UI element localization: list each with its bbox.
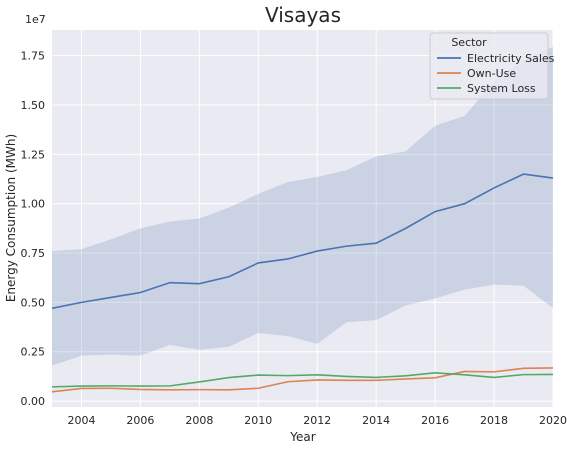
- y-tick-label: 0.00: [21, 395, 46, 408]
- y-axis-label: Energy Consumption (MWh): [4, 134, 18, 302]
- series-line: [51, 367, 554, 393]
- y-tick-label: 1.75: [21, 50, 46, 63]
- series-line: [51, 173, 554, 310]
- x-tick-label: 2020: [539, 414, 567, 427]
- series-lines: [51, 173, 554, 393]
- y-tick-label: 0.25: [21, 346, 46, 359]
- x-tick-label: 2014: [362, 414, 390, 427]
- x-tick-label: 2010: [244, 414, 272, 427]
- y-offset-label: 1e7: [25, 13, 46, 26]
- x-tick-labels: 2004 2006 2008 2010 2012 2014 2016 2018 2020: [67, 414, 567, 427]
- x-tick-label: 2012: [303, 414, 331, 427]
- legend-label: Own-Use: [467, 67, 516, 80]
- x-tick-label: 2004: [67, 414, 95, 427]
- x-tick-label: 2006: [126, 414, 154, 427]
- legend-title: Sector: [451, 36, 487, 49]
- y-tick-label: 1.25: [21, 148, 46, 161]
- y-tick-label: 0.50: [21, 296, 46, 309]
- legend-box: [429, 32, 549, 100]
- y-tick-label: 0.75: [21, 247, 46, 260]
- x-tick-label: 2008: [185, 414, 213, 427]
- x-axis-label: Year: [289, 430, 315, 444]
- confidence-band: [52, 46, 553, 366]
- y-tick-labels: 0.00 0.25 0.50 0.75 1.00 1.25 1.50 1.75: [21, 50, 46, 408]
- x-tick-label: 2016: [421, 414, 449, 427]
- confidence-band-area: [52, 46, 553, 366]
- series-line: [51, 372, 554, 388]
- legend: Sector Electricity Sales Own-Use System Lo…: [429, 32, 555, 100]
- y-tick-label: 1.50: [21, 99, 46, 112]
- y-tick-label: 1.00: [21, 198, 46, 211]
- chart-title: Visayas: [265, 3, 341, 27]
- legend-label: System Loss: [467, 82, 536, 95]
- x-tick-label: 2018: [480, 414, 508, 427]
- legend-label: Electricity Sales: [467, 52, 555, 65]
